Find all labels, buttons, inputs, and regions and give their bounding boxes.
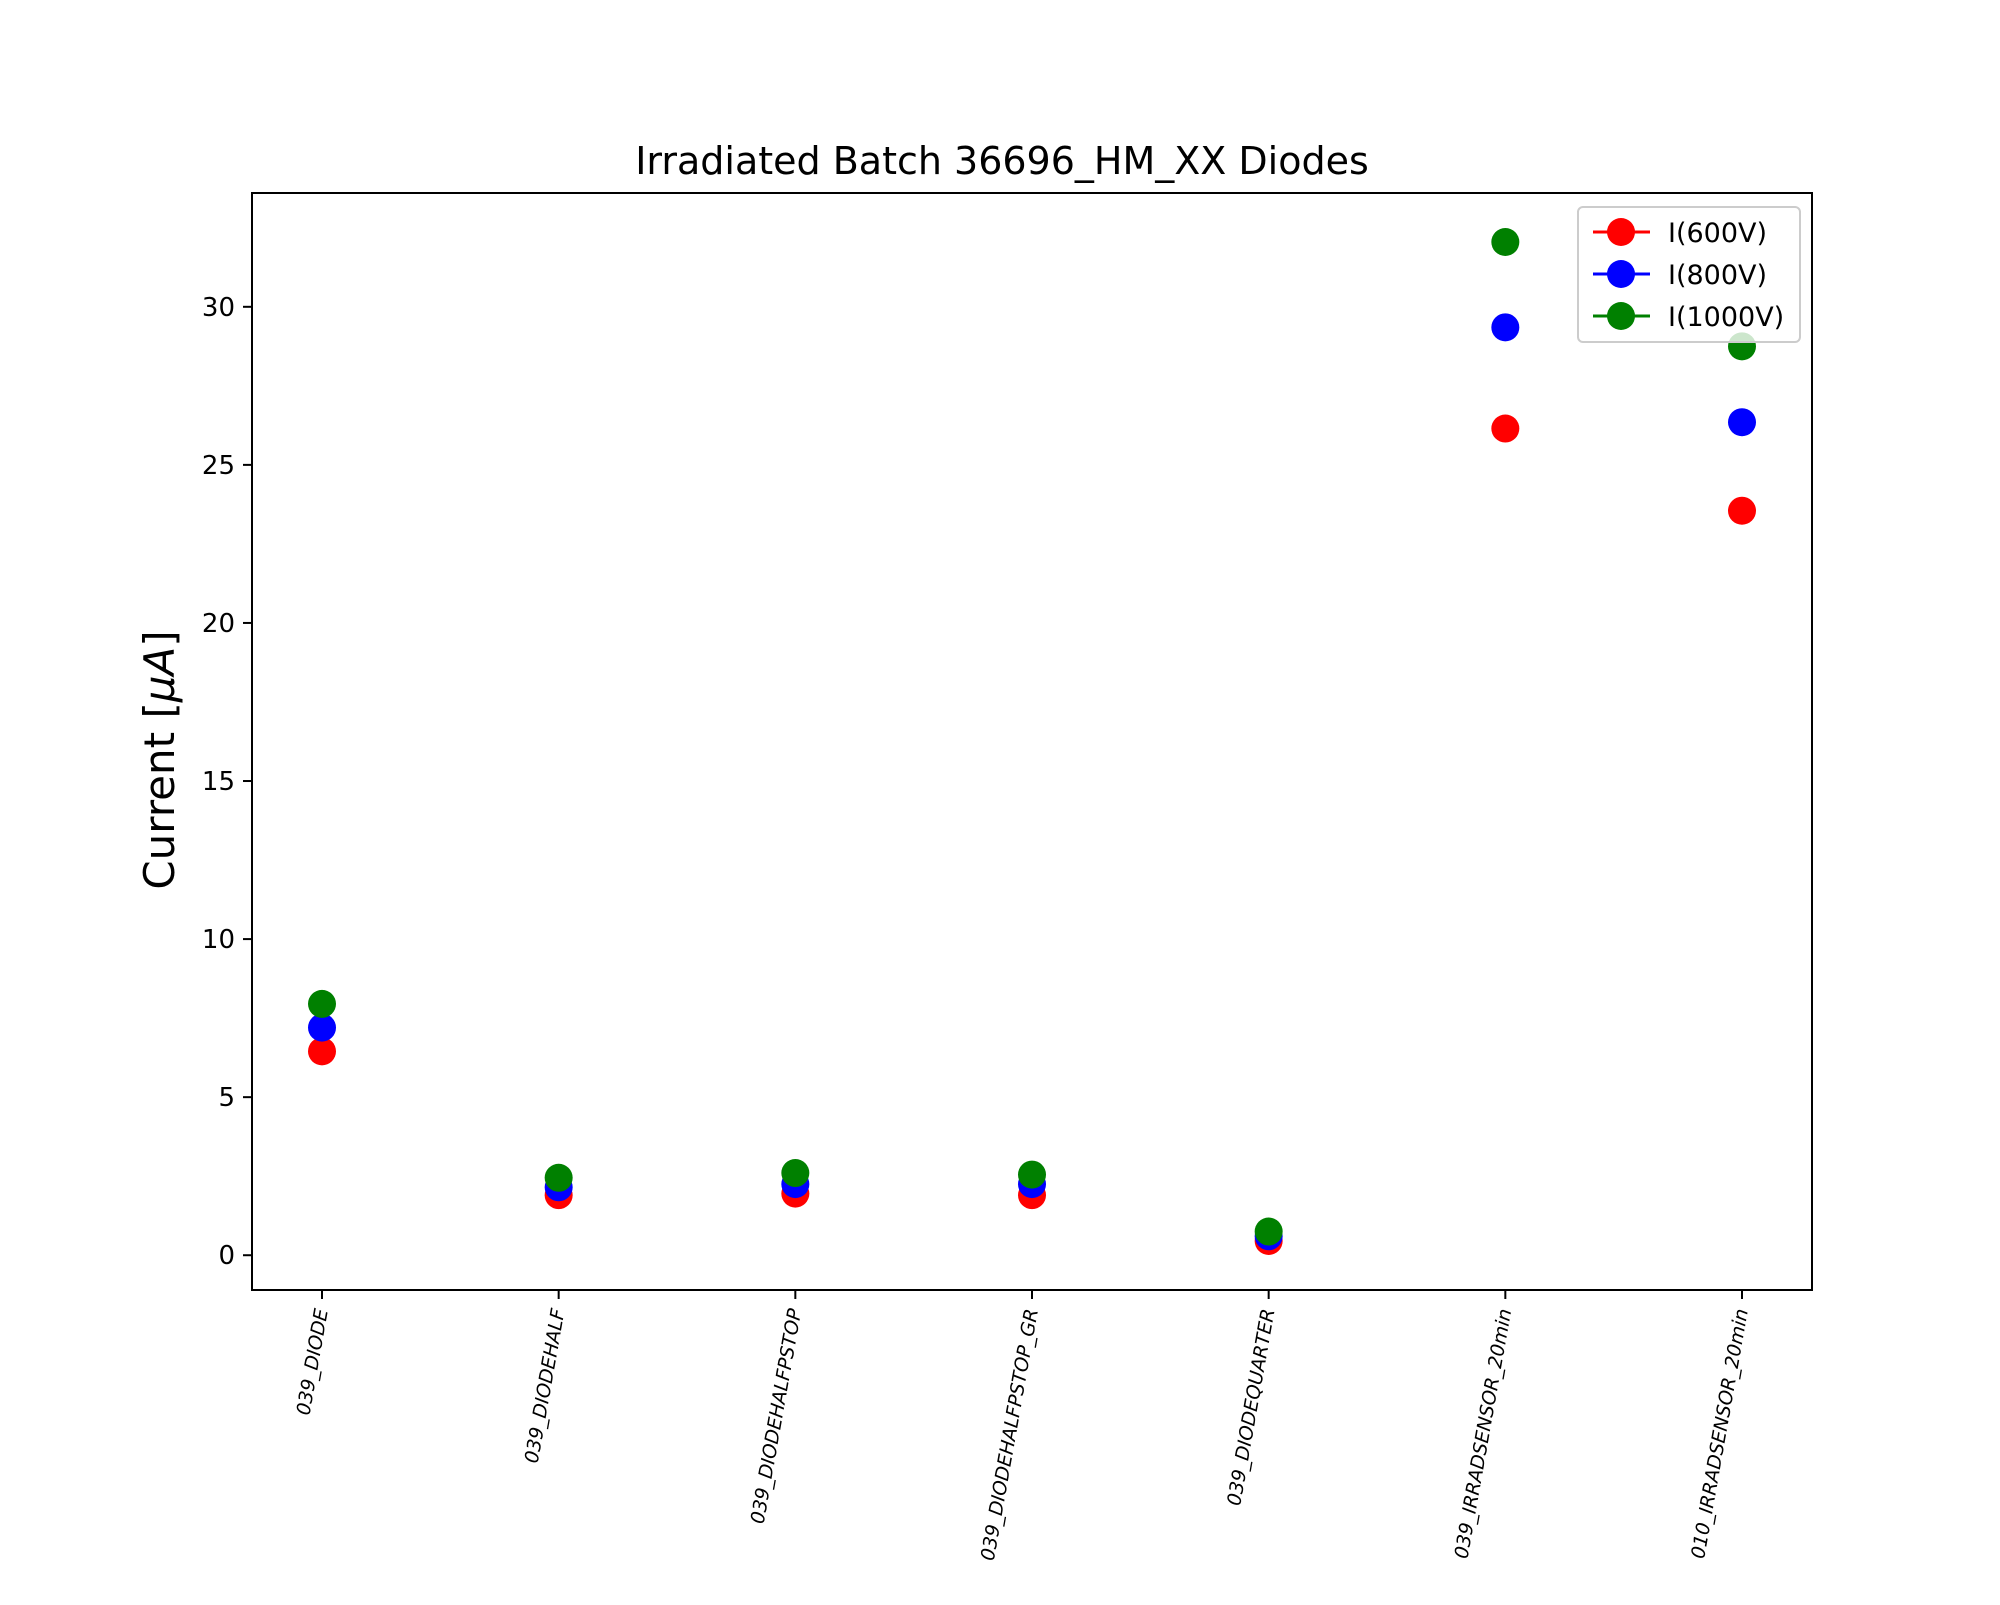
y-axis-label-prefix: Current [	[135, 702, 184, 889]
point-I(1000V)-039_IRRADSENSOR_20min	[1491, 228, 1520, 257]
y-tick-label: 20	[202, 609, 235, 639]
y-axis-label-suffix: ]	[135, 630, 184, 646]
plot-area-frame	[251, 192, 1813, 1291]
y-tick-label: 25	[202, 451, 235, 481]
point-I(1000V)-039_DIODEQUARTER	[1254, 1217, 1283, 1246]
y-tick-label: 10	[202, 925, 235, 955]
point-I(1000V)-039_DIODEHALFPSTOP	[781, 1159, 810, 1188]
point-I(600V)-039_IRRADSENSOR_20min	[1491, 414, 1520, 443]
data-points	[308, 228, 1756, 1255]
legend-marker	[1607, 302, 1635, 330]
point-I(800V)-039_DIODE	[308, 1013, 336, 1042]
legend: I(600V) I(800V) I(1000V)	[1577, 206, 1801, 343]
y-tick-label: 0	[218, 1241, 235, 1271]
point-I(800V)-010_IRRADSENSOR_20min	[1728, 408, 1756, 437]
legend-marker	[1607, 218, 1635, 246]
y-axis-label: Current [μA]	[135, 630, 184, 889]
point-I(1000V)-039_DIODEHALF	[544, 1163, 573, 1192]
chart-title: Irradiated Batch 36696_HM_XX Diodes	[635, 139, 1369, 183]
legend-items: I(600V) I(800V) I(1000V)	[1593, 218, 1784, 333]
legend-marker	[1607, 260, 1635, 288]
y-axis-label-unit: μA	[135, 647, 184, 703]
legend-label: I(1000V)	[1668, 302, 1784, 333]
point-I(600V)-039_DIODE	[308, 1037, 336, 1066]
point-I(800V)-039_IRRADSENSOR_20min	[1491, 313, 1520, 342]
y-tick-label: 5	[218, 1083, 235, 1113]
y-tick-label: 30	[202, 293, 235, 323]
y-tick-label: 15	[202, 767, 235, 797]
legend-box	[1577, 206, 1801, 343]
legend-label: I(800V)	[1668, 260, 1767, 291]
legend-label: I(600V)	[1668, 218, 1767, 249]
y-axis-ticks: 0 5 10 15 20 25 30	[202, 293, 252, 1271]
point-I(1000V)-039_DIODEHALFPSTOP_GR	[1018, 1160, 1046, 1189]
point-I(1000V)-039_DIODE	[308, 989, 336, 1018]
point-I(600V)-010_IRRADSENSOR_20min	[1728, 496, 1756, 525]
